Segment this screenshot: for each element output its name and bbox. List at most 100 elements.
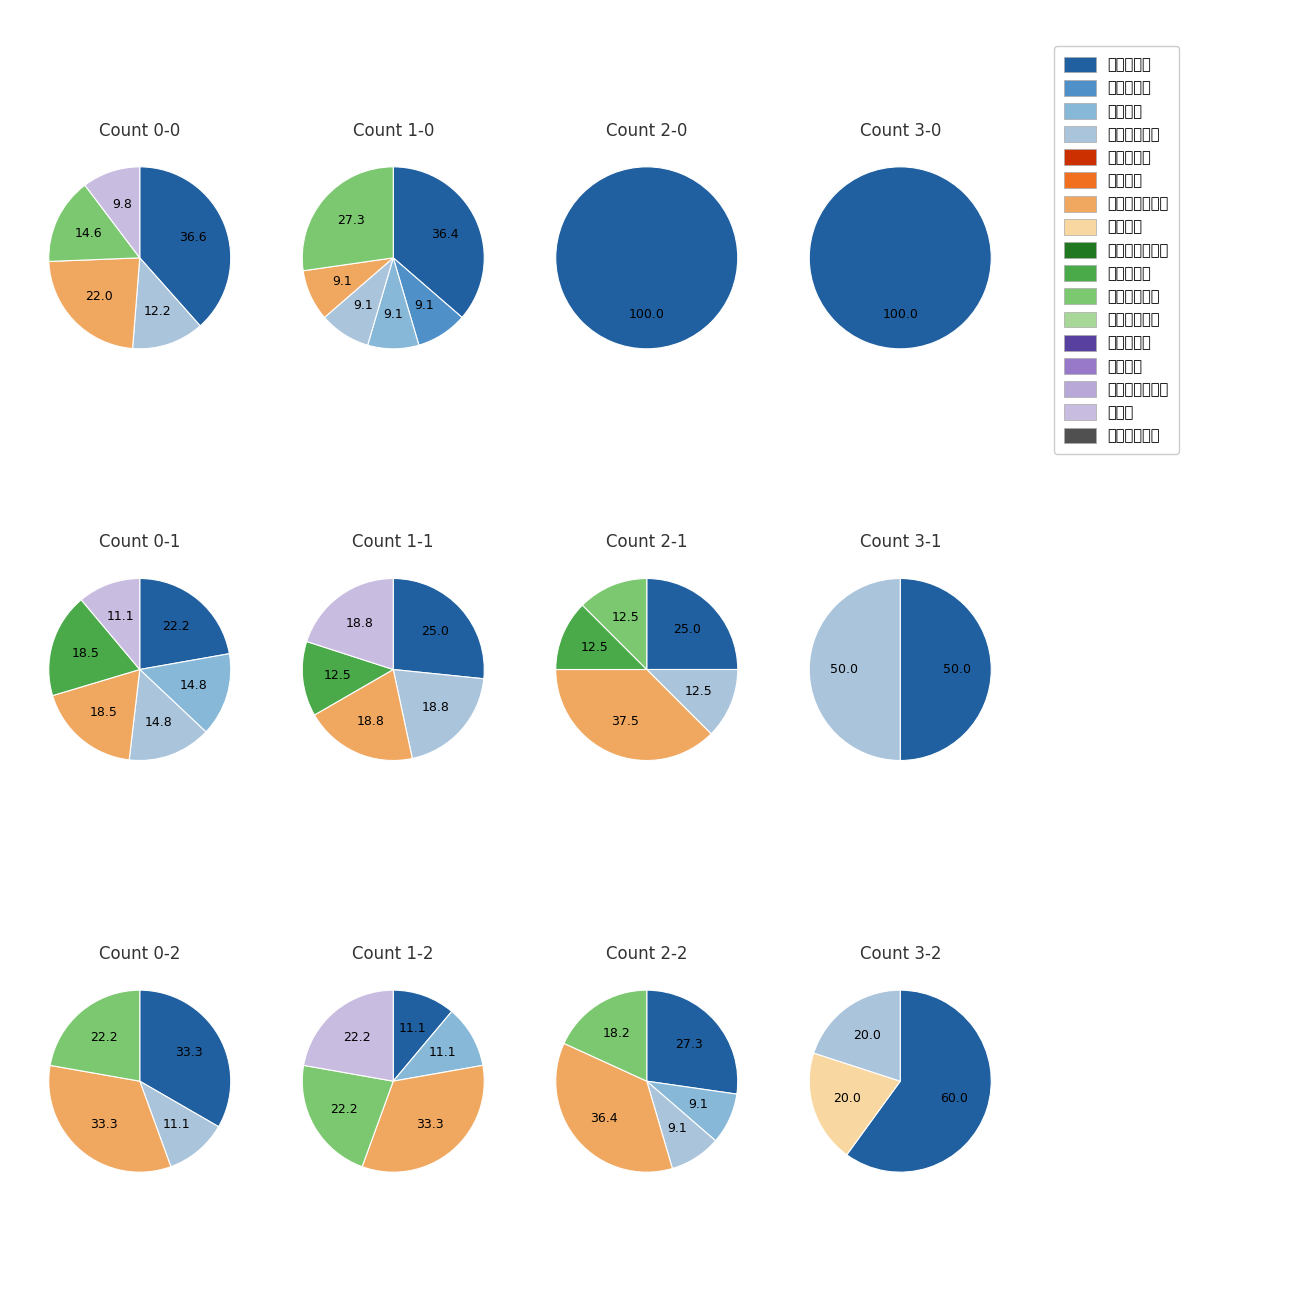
Wedge shape [814, 991, 901, 1082]
Wedge shape [49, 257, 140, 348]
Text: 22.2: 22.2 [330, 1102, 359, 1115]
Title: Count 3-1: Count 3-1 [859, 533, 941, 551]
Text: 11.1: 11.1 [162, 1118, 190, 1131]
Text: 18.2: 18.2 [602, 1027, 630, 1040]
Text: 36.4: 36.4 [590, 1112, 618, 1124]
Text: 60.0: 60.0 [940, 1092, 967, 1105]
Text: 12.5: 12.5 [324, 670, 351, 682]
Wedge shape [140, 1082, 218, 1166]
Title: Count 0-2: Count 0-2 [99, 945, 181, 963]
Wedge shape [810, 1053, 900, 1154]
Text: 20.0: 20.0 [853, 1030, 881, 1043]
Wedge shape [303, 257, 393, 317]
Title: Count 3-2: Count 3-2 [859, 945, 941, 963]
Text: 22.2: 22.2 [343, 1031, 370, 1044]
Wedge shape [564, 991, 647, 1082]
Wedge shape [315, 670, 412, 760]
Wedge shape [304, 991, 394, 1082]
Wedge shape [84, 166, 140, 257]
Text: 25.0: 25.0 [421, 625, 448, 638]
Text: 9.8: 9.8 [112, 198, 131, 211]
Wedge shape [325, 257, 393, 345]
Text: 100.0: 100.0 [883, 308, 918, 321]
Text: 14.8: 14.8 [146, 716, 173, 729]
Text: 36.6: 36.6 [178, 231, 207, 244]
Wedge shape [846, 991, 991, 1173]
Wedge shape [393, 670, 484, 758]
Wedge shape [51, 991, 140, 1082]
Text: 9.1: 9.1 [384, 308, 403, 321]
Wedge shape [363, 1066, 484, 1173]
Text: 9.1: 9.1 [352, 299, 373, 312]
Text: 18.5: 18.5 [90, 706, 117, 719]
Text: 25.0: 25.0 [672, 623, 701, 636]
Text: 37.5: 37.5 [611, 715, 640, 728]
Wedge shape [303, 1066, 393, 1166]
Wedge shape [49, 185, 140, 261]
Text: 11.1: 11.1 [107, 610, 134, 623]
Title: Count 0-1: Count 0-1 [99, 533, 181, 551]
Text: 12.5: 12.5 [685, 685, 712, 698]
Wedge shape [140, 654, 230, 732]
Wedge shape [809, 166, 991, 348]
Text: 22.2: 22.2 [162, 620, 190, 633]
Title: Count 1-0: Count 1-0 [352, 122, 434, 140]
Wedge shape [393, 1011, 482, 1082]
Text: 12.2: 12.2 [144, 304, 172, 317]
Title: Count 1-2: Count 1-2 [352, 945, 434, 963]
Title: Count 1-1: Count 1-1 [352, 533, 434, 551]
Text: 50.0: 50.0 [829, 663, 858, 676]
Text: 9.1: 9.1 [688, 1098, 709, 1112]
Text: 11.1: 11.1 [428, 1046, 456, 1059]
Text: 9.1: 9.1 [413, 299, 434, 312]
Wedge shape [82, 578, 140, 670]
Text: 18.8: 18.8 [421, 701, 450, 714]
Text: 18.8: 18.8 [346, 618, 374, 630]
Wedge shape [647, 1082, 715, 1169]
Wedge shape [129, 670, 205, 760]
Text: 27.3: 27.3 [676, 1037, 703, 1050]
Text: 18.8: 18.8 [356, 715, 385, 728]
Wedge shape [900, 578, 991, 760]
Text: 33.3: 33.3 [416, 1118, 443, 1131]
Wedge shape [139, 166, 230, 326]
Wedge shape [393, 578, 484, 679]
Text: 100.0: 100.0 [629, 308, 664, 321]
Text: 14.6: 14.6 [75, 227, 103, 240]
Wedge shape [556, 670, 711, 760]
Wedge shape [556, 166, 738, 348]
Text: 20.0: 20.0 [833, 1092, 861, 1105]
Text: 33.3: 33.3 [174, 1046, 203, 1059]
Wedge shape [139, 991, 231, 1127]
Wedge shape [303, 166, 394, 270]
Wedge shape [52, 670, 140, 760]
Title: Count 3-0: Count 3-0 [859, 122, 941, 140]
Wedge shape [393, 166, 484, 317]
Text: 22.2: 22.2 [90, 1031, 117, 1044]
Wedge shape [303, 641, 393, 715]
Wedge shape [646, 578, 738, 670]
Text: 12.5: 12.5 [611, 611, 640, 624]
Wedge shape [647, 670, 738, 733]
Title: Count 2-1: Count 2-1 [606, 533, 688, 551]
Title: Count 2-0: Count 2-0 [606, 122, 688, 140]
Text: 9.1: 9.1 [667, 1122, 688, 1135]
Text: 18.5: 18.5 [72, 647, 100, 660]
Wedge shape [49, 1066, 170, 1173]
Wedge shape [133, 257, 200, 348]
Wedge shape [647, 1082, 737, 1141]
Legend: ストレート, ツーシーム, シュート, カットボール, スプリット, フォーク, チェンジアップ, シンカー, 高速スライダー, スライダー, 縦スライダー, : ストレート, ツーシーム, シュート, カットボール, スプリット, フォーク,… [1054, 47, 1179, 454]
Wedge shape [556, 1044, 672, 1173]
Wedge shape [582, 578, 647, 670]
Title: Count 2-2: Count 2-2 [606, 945, 688, 963]
Wedge shape [49, 599, 140, 696]
Text: 12.5: 12.5 [581, 641, 608, 654]
Text: 50.0: 50.0 [942, 663, 971, 676]
Wedge shape [139, 578, 229, 670]
Wedge shape [809, 578, 901, 760]
Text: 22.0: 22.0 [86, 290, 113, 303]
Wedge shape [556, 606, 647, 670]
Text: 27.3: 27.3 [337, 214, 364, 227]
Text: 33.3: 33.3 [90, 1118, 117, 1131]
Wedge shape [393, 991, 451, 1082]
